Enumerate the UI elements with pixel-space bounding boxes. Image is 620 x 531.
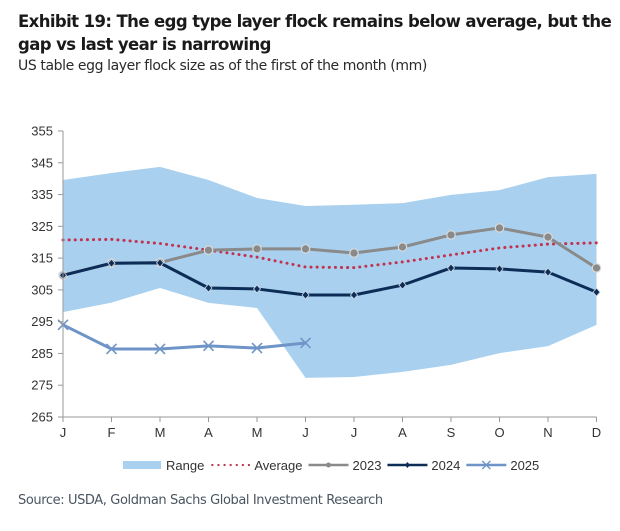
legend-label-range: Range xyxy=(166,458,204,473)
y-tick-label: 305 xyxy=(31,282,53,297)
y-tick-label: 345 xyxy=(31,155,53,170)
y-tick-label: 325 xyxy=(31,219,53,234)
x-marker-stroke xyxy=(105,343,118,355)
x-tick-label: F xyxy=(108,425,116,440)
data-point-2023 xyxy=(252,244,262,254)
chart-subtitle: US table egg layer flock size as of the … xyxy=(18,58,427,74)
data-point-2023 xyxy=(397,242,408,252)
data-point-2024 xyxy=(398,280,407,290)
source-note: Source: USDA, Goldman Sachs Global Inves… xyxy=(18,493,383,508)
x-tick-label: A xyxy=(398,425,407,440)
data-point-2025 xyxy=(299,337,312,349)
x-marker-stroke xyxy=(154,343,166,355)
legend-swatch-range xyxy=(123,461,161,469)
data-point-2023 xyxy=(494,223,505,233)
x-tick-label: J xyxy=(60,425,67,440)
axes-layer: 265 275 285 295 305 315 325 335 345 355 J F M A M J J A S O… xyxy=(31,124,601,441)
data-point-2024 xyxy=(301,290,310,300)
chart-title: Exhibit 19: The egg type layer flock rem… xyxy=(18,12,612,54)
y-tick-label: 355 xyxy=(31,124,53,139)
series-line-average xyxy=(61,237,598,270)
y-tick-label: 285 xyxy=(31,346,53,361)
series-line-2024 xyxy=(62,261,598,297)
legend-label-average: Average xyxy=(254,458,302,473)
data-point-2024 xyxy=(155,258,165,268)
x-tick-label: O xyxy=(494,425,504,440)
data-point-2023 xyxy=(349,248,359,258)
x-tick-label: J xyxy=(351,425,358,440)
x-marker-stroke xyxy=(251,342,263,354)
data-point-2024 xyxy=(107,258,116,268)
legend-label-2023: 2023 xyxy=(353,458,382,473)
legend-label-2025: 2025 xyxy=(510,458,539,473)
data-point-2025 xyxy=(105,343,118,355)
legend-swatch-2023 xyxy=(308,462,349,468)
data-point-2025 xyxy=(154,343,166,355)
data-point-2024 xyxy=(543,267,553,277)
y-tick-label: 295 xyxy=(31,314,53,329)
x-tick-label: S xyxy=(447,425,456,440)
range-band-layer xyxy=(63,166,597,378)
data-point-2023 xyxy=(543,232,553,242)
data-point-2023 xyxy=(591,263,602,273)
data-point-2024 xyxy=(204,283,213,293)
x-tick-label: D xyxy=(592,425,601,440)
y-tick-label: 265 xyxy=(31,410,53,425)
y-tick-label: 335 xyxy=(31,187,53,202)
data-point-2024 xyxy=(446,263,456,273)
x-marker-stroke xyxy=(202,340,215,352)
legend-marker xyxy=(326,462,331,468)
legend-marker xyxy=(481,460,491,470)
series-average xyxy=(61,237,598,270)
x-tick-label: M xyxy=(252,425,263,440)
data-point-2024 xyxy=(252,284,262,294)
legend-marker xyxy=(404,462,410,468)
data-point-2024 xyxy=(495,264,504,274)
series-2024 xyxy=(58,258,601,300)
x-marker-stroke xyxy=(299,337,312,349)
y-tick-label: 315 xyxy=(31,251,53,266)
x-tick-label: J xyxy=(302,425,309,440)
data-point-2025 xyxy=(202,340,215,352)
data-point-2025 xyxy=(251,342,263,354)
x-tick-label: N xyxy=(543,425,552,440)
data-point-2024 xyxy=(592,287,601,297)
legend-swatch-2025 xyxy=(466,460,507,470)
legend: Range Average 2023 2024 2025 xyxy=(123,458,539,473)
legend-swatch-2024 xyxy=(387,462,428,468)
series-line-2025 xyxy=(62,323,306,351)
data-point-2023 xyxy=(446,230,456,240)
data-point-2023 xyxy=(203,245,214,255)
x-tick-label: M xyxy=(155,425,166,440)
series-lines-layer xyxy=(57,223,602,355)
data-point-2024 xyxy=(349,290,359,300)
x-tick-label: A xyxy=(204,425,213,440)
legend-label-2024: 2024 xyxy=(431,458,460,473)
data-point-2023 xyxy=(300,244,311,254)
range-band xyxy=(63,166,597,378)
y-tick-label: 275 xyxy=(31,378,53,393)
